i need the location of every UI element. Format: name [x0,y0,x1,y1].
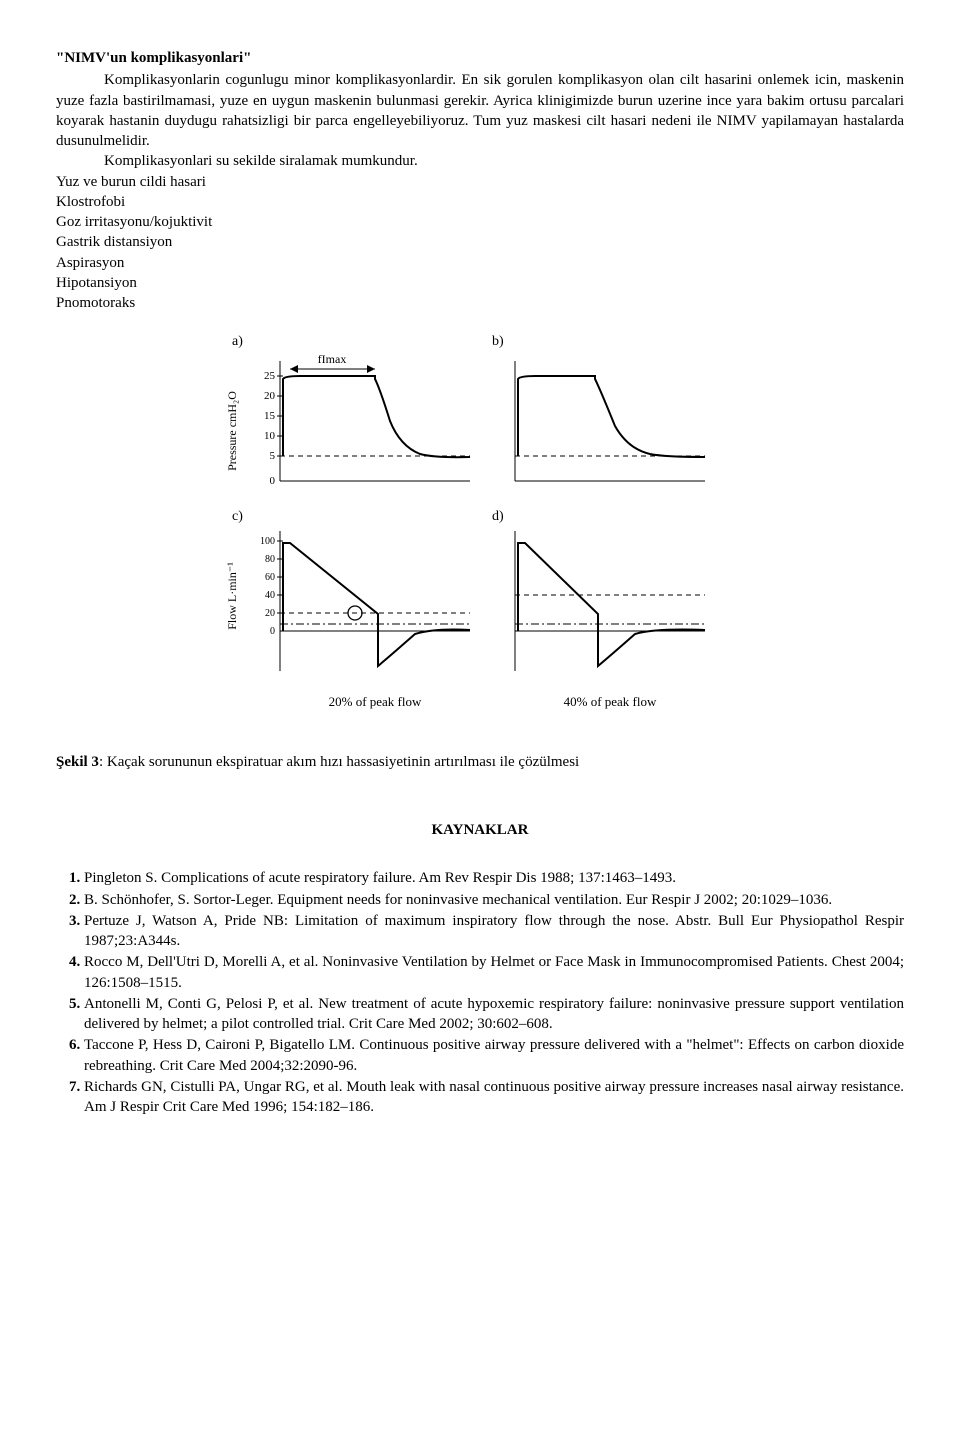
figure-caption-label: Şekil 3 [56,754,99,770]
svg-text:fImax: fImax [318,352,347,366]
svg-text:40% of peak flow: 40% of peak flow [564,694,657,709]
complication-item: Yuz ve burun cildi hasari [56,172,904,192]
svg-text:20: 20 [264,390,276,402]
complication-item: Aspirasyon [56,253,904,273]
figure-3: a) Pressure cmH₂O 25 20 15 10 5 0 [220,331,740,722]
svg-text:0: 0 [270,626,275,637]
complication-item: Goz irritasyonu/kojuktivit [56,212,904,232]
references-heading: KAYNAKLAR [56,820,904,840]
svg-text:60: 60 [265,572,275,583]
figure-caption-text: : Kaçak sorununun ekspiratuar akım hızı … [99,754,579,770]
panel-label: c) [232,509,243,524]
svg-text:5: 5 [270,450,276,462]
complication-item: Pnomotoraks [56,293,904,313]
svg-text:40: 40 [265,590,275,601]
panel-c: c) Flow L·min⁻¹ 100 80 60 40 20 0 [220,506,480,722]
complication-item: Hipotansiyon [56,273,904,293]
svg-text:100: 100 [260,536,275,547]
complication-item: Gastrik distansiyon [56,232,904,252]
svg-text:15: 15 [264,410,276,422]
complication-list: Yuz ve burun cildi hasari Klostrofobi Go… [56,172,904,314]
svg-text:10: 10 [264,430,276,442]
complication-item: Klostrofobi [56,192,904,212]
svg-text:80: 80 [265,554,275,565]
svg-text:20: 20 [265,608,275,619]
reference-item: Antonelli M, Conti G, Pelosi P, et al. N… [84,994,904,1035]
svg-text:Flow L·min⁻¹: Flow L·min⁻¹ [225,561,239,629]
panel-label: d) [492,509,504,524]
reference-item: Taccone P, Hess D, Caironi P, Bigatello … [84,1035,904,1076]
reference-item: B. Schönhofer, S. Sortor-Leger. Equipmen… [84,890,904,910]
paragraph-2: Komplikasyonlari su sekilde siralamak mu… [56,151,904,171]
panel-b: b) [480,331,740,497]
panel-label: b) [492,334,504,349]
svg-text:25: 25 [264,370,276,382]
figure-caption: Şekil 3: Kaçak sorununun ekspiratuar akı… [56,752,904,772]
panel-d: d) 40% of peak flow [480,506,740,722]
panel-label: a) [232,334,243,349]
reference-item: Pingleton S. Complications of acute resp… [84,868,904,888]
references-list: Pingleton S. Complications of acute resp… [56,868,904,1117]
reference-item: Rocco M, Dell'Utri D, Morelli A, et al. … [84,952,904,993]
paragraph-1: Komplikasyonlarin cogunlugu minor kompli… [56,70,904,151]
section-title: "NIMV'un komplikasyonlari" [56,48,904,68]
svg-text:0: 0 [270,475,276,487]
svg-text:Pressure cmH₂O: Pressure cmH₂O [225,391,239,471]
reference-item: Pertuze J, Watson A, Pride NB: Limitatio… [84,911,904,952]
reference-item: Richards GN, Cistulli PA, Ungar RG, et a… [84,1077,904,1118]
paragraph-1-text: Komplikasyonlarin cogunlugu minor kompli… [56,72,904,149]
panel-a: a) Pressure cmH₂O 25 20 15 10 5 0 [220,331,480,497]
svg-text:20% of peak flow: 20% of peak flow [329,694,422,709]
